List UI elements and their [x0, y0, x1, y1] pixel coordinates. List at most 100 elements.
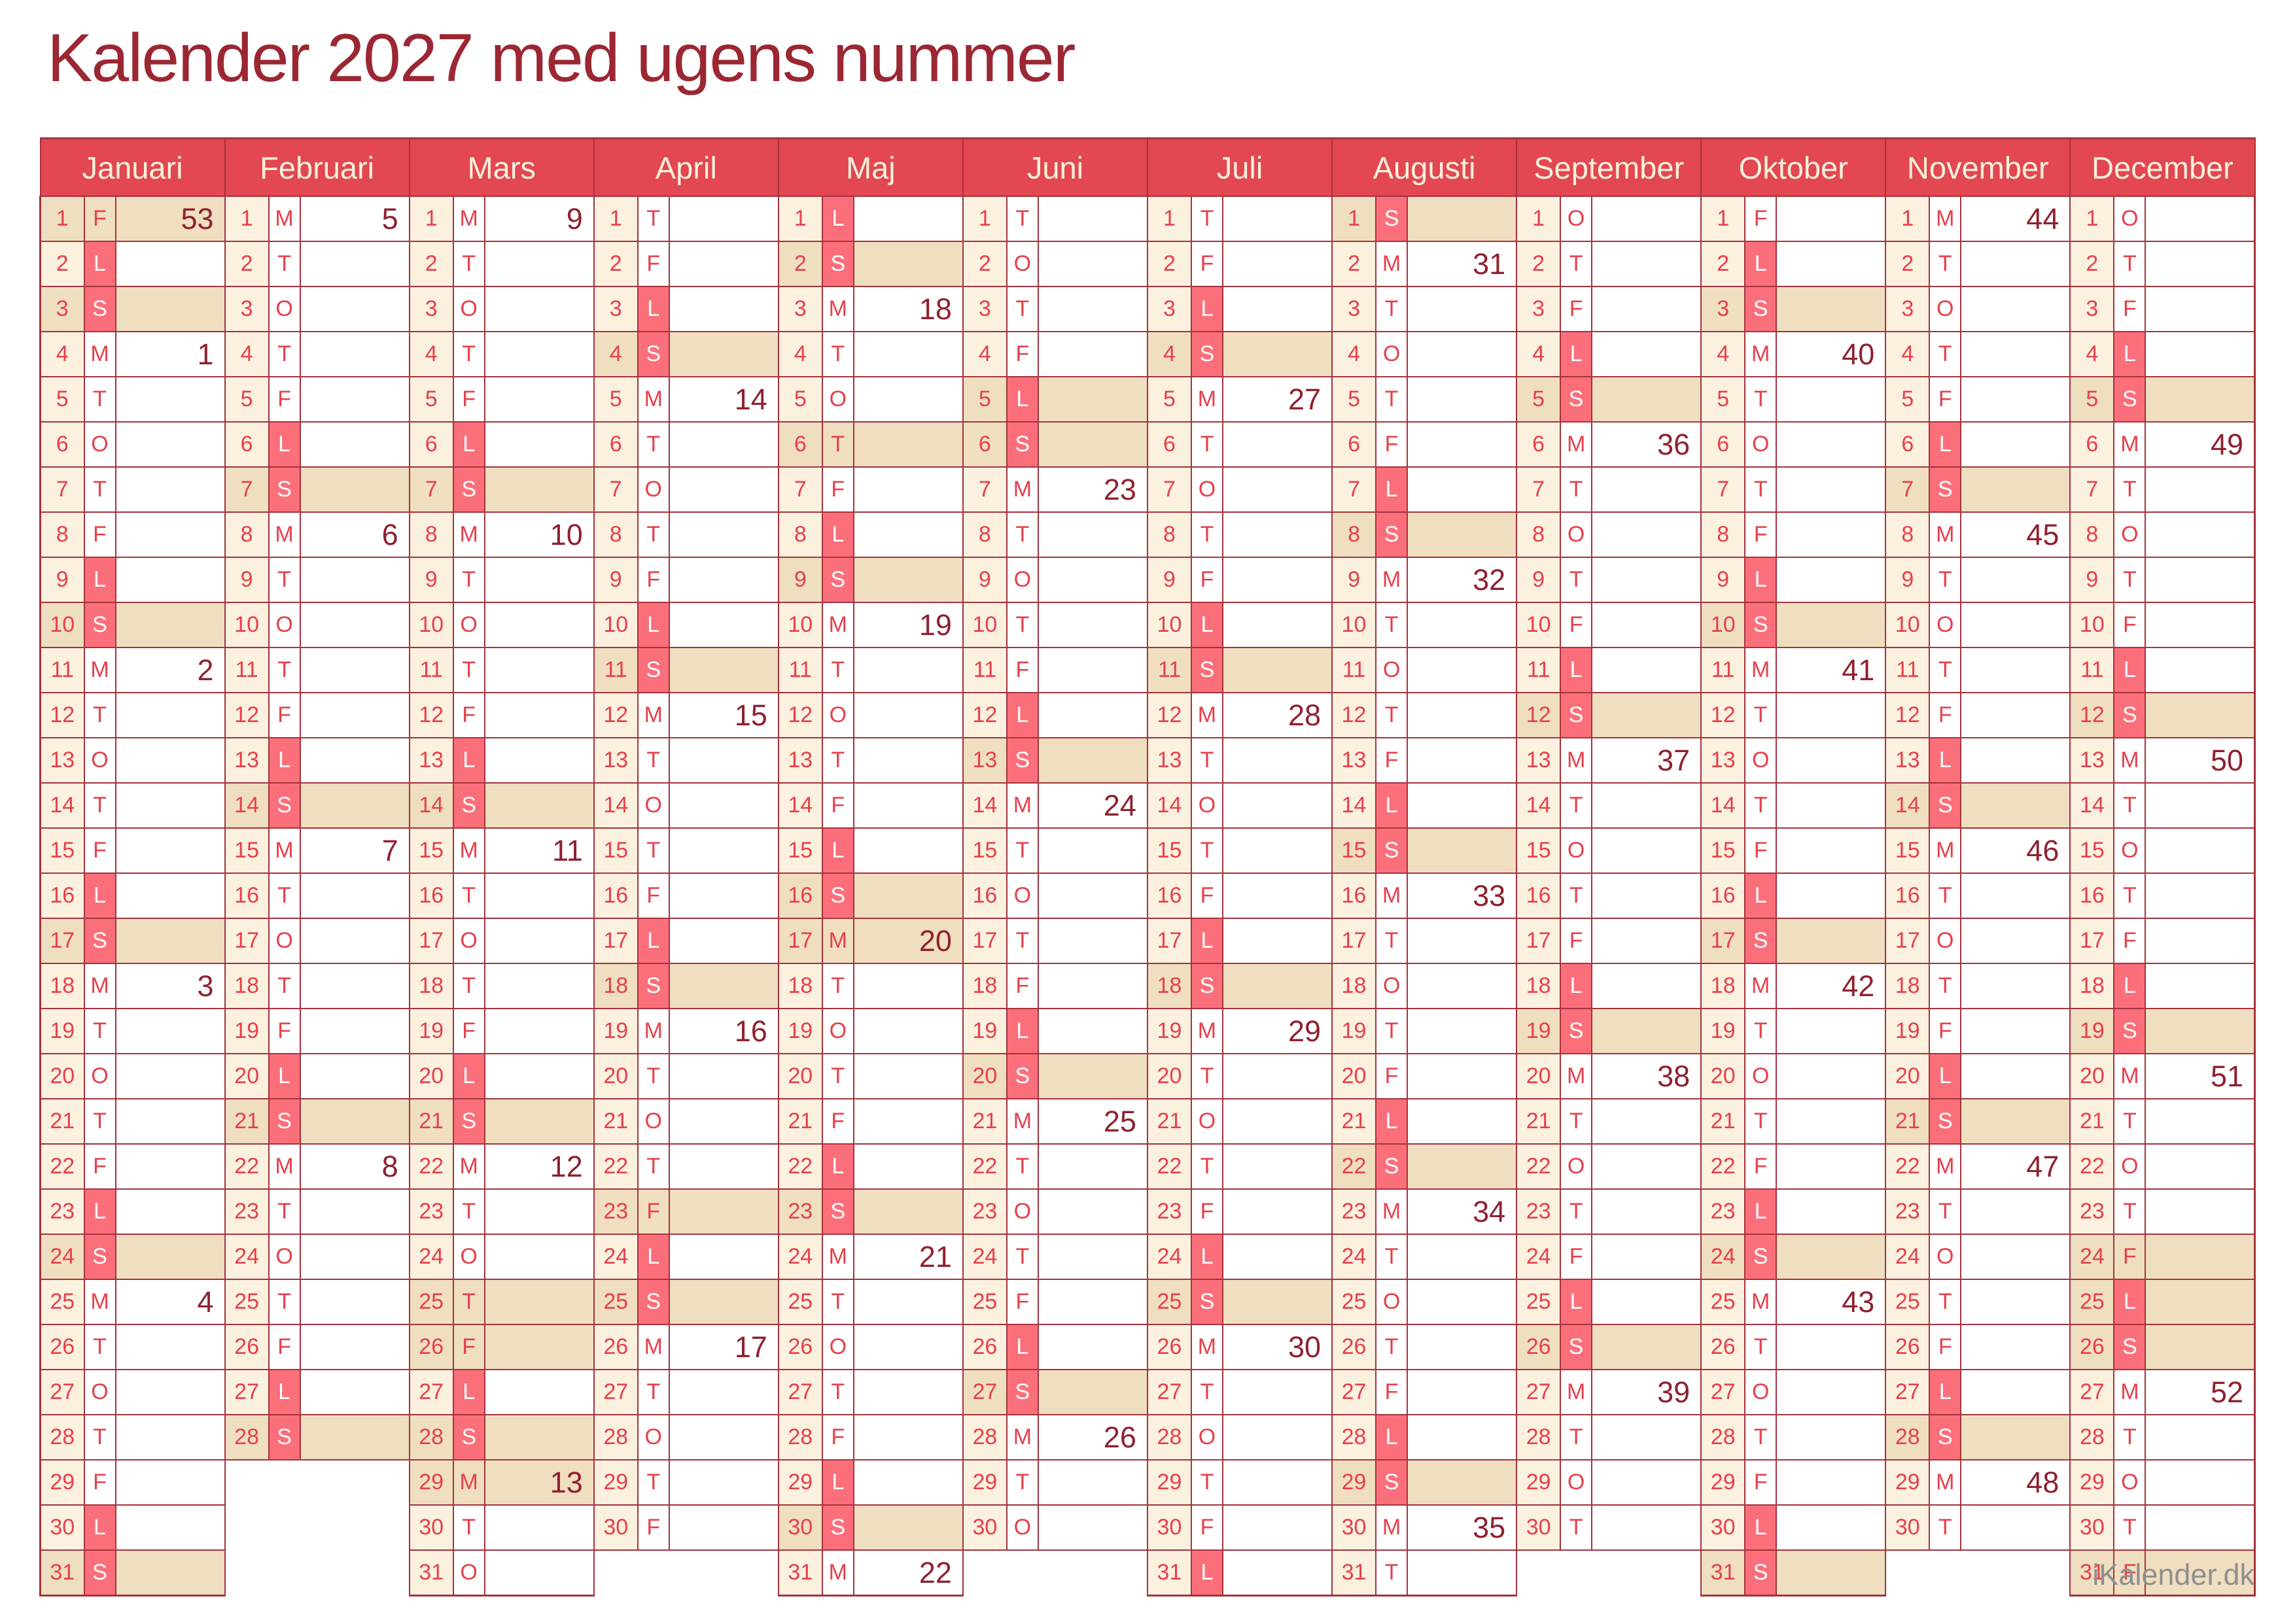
- week-number-cell: [1037, 1234, 1148, 1280]
- day-number-cell: 6: [1885, 421, 1931, 468]
- weekday-letter-cell: F: [452, 376, 485, 423]
- weekday-letter-cell: F: [1190, 557, 1223, 603]
- week-number-cell: [852, 196, 964, 242]
- weekday-letter-cell: M: [2113, 737, 2146, 784]
- weekday-letter-cell: O: [1006, 241, 1039, 287]
- week-number-cell: [1407, 692, 1518, 738]
- week-number-cell: [1776, 1008, 1887, 1054]
- week-number-cell: [668, 1053, 779, 1099]
- day-number-cell: 8: [39, 511, 85, 558]
- week-number-cell: 53: [114, 196, 226, 242]
- day-number-cell: 18: [2069, 963, 2115, 1009]
- day-number-cell: 1: [224, 196, 270, 242]
- day-number-cell: 12: [1885, 692, 1931, 738]
- week-number-cell: 31: [1407, 241, 1518, 287]
- day-number-cell: 20: [39, 1053, 85, 1099]
- weekday-letter-cell: L: [1560, 1279, 1593, 1325]
- day-number-cell: 18: [1331, 963, 1377, 1009]
- weekday-letter-cell: T: [1560, 466, 1593, 513]
- day-number-cell: 30: [1331, 1504, 1377, 1551]
- weekday-letter-cell: F: [637, 1504, 670, 1551]
- weekday-letter-cell: L: [452, 737, 485, 784]
- day-number-cell: 19: [1146, 1008, 1192, 1054]
- day-number-cell: 24: [2069, 1234, 2115, 1280]
- week-number-cell: [668, 872, 779, 919]
- weekday-letter-cell: L: [1006, 1324, 1039, 1370]
- day-number-cell: 13: [1516, 737, 1562, 784]
- week-number-cell: [1960, 692, 2071, 738]
- day-number-cell: 7: [593, 466, 639, 513]
- week-number-cell: [852, 1324, 964, 1370]
- day-number-cell: 8: [777, 511, 823, 558]
- day-number-cell: 1: [408, 196, 454, 242]
- day-row-22: 22 F 22 M 8 22 M 12 22 T 22 L 22 T 22 T 22 S 22 O 22 F 22 M 47 22…: [39, 1143, 2256, 1190]
- day-number-cell: 7: [224, 466, 270, 513]
- week-number-cell: [668, 1414, 779, 1460]
- day-number-cell: 22: [408, 1143, 454, 1190]
- weekday-letter-cell: T: [1929, 1188, 1962, 1235]
- weekday-letter-cell: T: [637, 737, 670, 784]
- day-number-cell: 28: [224, 1414, 270, 1460]
- weekday-letter-cell: T: [83, 376, 116, 423]
- weekday-letter-cell: S: [1744, 1549, 1778, 1597]
- day-number-cell: 26: [39, 1324, 85, 1370]
- day-number-cell: 27: [962, 1369, 1007, 1415]
- week-number-cell: [1776, 421, 1887, 468]
- week-number-cell: [1221, 1279, 1333, 1325]
- weekday-letter-cell: L: [83, 1188, 116, 1235]
- day-number-cell: 23: [1516, 1188, 1562, 1235]
- week-number-cell: [114, 692, 226, 738]
- week-number-cell: [1591, 1098, 1702, 1145]
- weekday-letter-cell: F: [1560, 602, 1593, 648]
- day-number-cell: 20: [1885, 1053, 1931, 1099]
- weekday-letter-cell: T: [1744, 1414, 1778, 1460]
- day-number-cell: 5: [1146, 376, 1192, 423]
- week-number-cell: [1037, 196, 1148, 242]
- week-number-cell: [1037, 421, 1148, 468]
- weekday-letter-cell: L: [821, 1459, 854, 1506]
- day-number-cell: 5: [1331, 376, 1377, 423]
- weekday-letter-cell: O: [821, 1324, 854, 1370]
- day-number-cell: 16: [1885, 872, 1931, 919]
- weekday-letter-cell: F: [1744, 1143, 1778, 1190]
- day-number-cell: 4: [1146, 331, 1192, 377]
- week-number-cell: [852, 1053, 964, 1099]
- day-number-cell: 23: [593, 1188, 639, 1235]
- week-number-cell: [1037, 918, 1148, 964]
- day-number-cell: 19: [408, 1008, 454, 1054]
- day-number-cell: 12: [593, 692, 639, 738]
- day-number-cell: 4: [962, 331, 1007, 377]
- weekday-letter-cell: O: [1190, 1098, 1223, 1145]
- day-number-cell: 3: [593, 286, 639, 332]
- day-number-cell: 15: [777, 827, 823, 874]
- day-number-cell: 6: [224, 421, 270, 468]
- weekday-letter-cell: S: [1744, 1234, 1778, 1280]
- day-row-14: 14 T 14 S 14 S 14 O 14 F 14 M 24 14 O 14 L 14 T 14 T 14 S 14 T: [39, 782, 2256, 829]
- weekday-letter-cell: O: [1190, 1414, 1223, 1460]
- day-number-cell: 9: [1146, 557, 1192, 603]
- day-number-cell: 1: [777, 196, 823, 242]
- page-title: Kalender 2027 med ugens nummer: [47, 20, 1076, 96]
- day-number-cell: 2: [1885, 241, 1931, 287]
- week-number-cell: 50: [2145, 737, 2256, 784]
- day-number-cell: 7: [1700, 466, 1746, 513]
- day-number-cell: 6: [39, 421, 85, 468]
- weekday-letter-cell: S: [268, 1098, 301, 1145]
- weekday-letter-cell: T: [268, 331, 301, 377]
- weekday-letter-cell: L: [2113, 1279, 2146, 1325]
- week-number-cell: [2145, 692, 2256, 738]
- day-number-cell: 28: [777, 1414, 823, 1460]
- week-number-cell: [114, 511, 226, 558]
- weekday-letter-cell: S: [1375, 511, 1409, 558]
- week-number-cell: [1221, 737, 1333, 784]
- week-number-cell: [1776, 1234, 1887, 1280]
- weekday-letter-cell: M: [268, 511, 301, 558]
- weekday-letter-cell: T: [821, 421, 854, 468]
- week-number-cell: [668, 1234, 779, 1280]
- day-number-cell: 25: [777, 1279, 823, 1325]
- day-number-cell: 30: [2069, 1504, 2115, 1551]
- weekday-letter-cell: O: [452, 602, 485, 648]
- week-number-cell: [1407, 1234, 1518, 1280]
- week-number-cell: [299, 286, 410, 332]
- day-number-cell: 11: [593, 647, 639, 693]
